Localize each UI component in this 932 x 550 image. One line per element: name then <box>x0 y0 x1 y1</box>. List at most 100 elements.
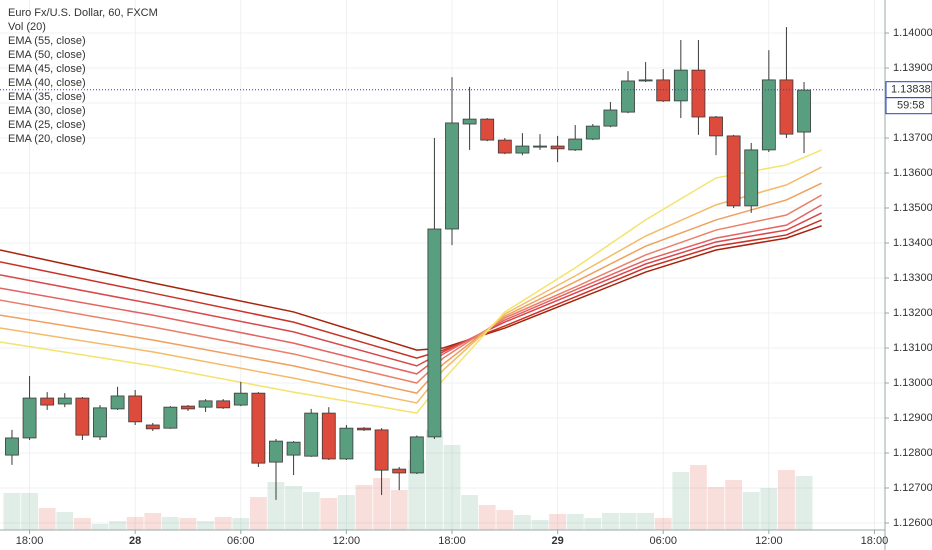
volume-bar <box>531 520 549 530</box>
y-tick-label: 1.14000 <box>893 27 932 39</box>
x-tick-label: 12:00 <box>755 535 783 547</box>
volume-bar <box>320 498 338 530</box>
legend-entry: EMA (20, close) <box>8 133 86 145</box>
candle-body <box>568 138 583 151</box>
volume-bar <box>496 510 514 530</box>
candle-body <box>357 427 371 431</box>
candle-body <box>40 397 55 406</box>
candle-body <box>621 80 635 113</box>
volume-bar <box>38 508 56 530</box>
y-tick-label: 1.13500 <box>893 202 932 214</box>
countdown-label: 59:58 <box>897 100 925 112</box>
volume-bar <box>566 514 584 530</box>
x-tick-label: 18:00 <box>861 535 889 547</box>
x-tick-label: 18:00 <box>16 535 44 547</box>
volume-bar <box>3 493 21 530</box>
x-tick-label: 18:00 <box>438 535 466 547</box>
volume-layer <box>3 430 813 530</box>
candle-body <box>585 125 600 140</box>
volume-bar <box>461 495 479 530</box>
x-tick-label: 06:00 <box>649 535 677 547</box>
volume-bar <box>126 517 144 530</box>
ema-line <box>0 194 823 384</box>
volume-bar <box>56 512 74 530</box>
candle-body <box>673 69 688 102</box>
x-tick-label: 28 <box>129 535 141 547</box>
volume-bar <box>285 486 303 530</box>
candle-body <box>709 116 723 137</box>
candle-body <box>603 109 618 127</box>
candle-body <box>638 79 653 82</box>
volume-bar <box>197 521 215 530</box>
volume-bar <box>742 492 760 530</box>
volume-bar <box>249 497 267 530</box>
y-tick-label: 1.13400 <box>893 237 932 249</box>
candle-body <box>128 395 143 423</box>
volume-bar <box>214 517 232 530</box>
candle-body <box>691 69 706 118</box>
candle-body <box>286 441 301 456</box>
candle-body <box>269 440 283 463</box>
volume-bar <box>549 514 567 530</box>
volume-bar <box>689 465 707 530</box>
legend-entry: EMA (30, close) <box>8 105 86 117</box>
candle-body <box>93 407 107 438</box>
legend-entry: EMA (55, close) <box>8 35 86 47</box>
volume-bar <box>725 480 743 530</box>
candle-body <box>57 397 72 405</box>
candle-body <box>304 412 319 457</box>
candle-body <box>744 149 759 207</box>
volume-bar <box>144 513 162 530</box>
candle-body <box>233 392 248 406</box>
volume-label: Vol (20) <box>8 21 46 33</box>
volume-bar <box>654 518 672 530</box>
candle-body <box>515 145 530 154</box>
ema-line <box>0 204 823 375</box>
candle-body <box>409 436 424 474</box>
candle-body <box>75 397 90 436</box>
volume-bar <box>302 492 320 530</box>
y-tick-label: 1.13600 <box>893 167 932 179</box>
y-tick-label: 1.12600 <box>893 517 932 529</box>
candle-layer <box>5 27 811 500</box>
candle-body <box>779 79 794 135</box>
candle-body <box>145 424 160 430</box>
volume-bar <box>619 513 637 530</box>
volume-bar <box>795 476 813 530</box>
y-tick-label: 1.12700 <box>893 482 932 494</box>
volume-bar <box>161 517 179 530</box>
y-tick-label: 1.12800 <box>893 447 932 459</box>
legend-entry: EMA (35, close) <box>8 91 86 103</box>
x-tick-label: 06:00 <box>227 535 255 547</box>
volume-bar <box>355 485 373 530</box>
volume-bar <box>443 445 461 530</box>
volume-bar <box>21 493 39 530</box>
candle-body <box>163 406 178 429</box>
candle-body <box>321 412 336 460</box>
volume-bar <box>267 482 285 530</box>
candle-body <box>797 89 811 133</box>
volume-bar <box>109 521 127 530</box>
x-tick-label: 12:00 <box>333 535 361 547</box>
candle-body <box>181 405 195 410</box>
legend: Euro Fx/U.S. Dollar, 60, FXCM Vol (20) E… <box>8 7 158 145</box>
volume-bar <box>179 518 197 530</box>
candle-body <box>339 427 354 460</box>
volume-bar <box>760 488 778 530</box>
candle-body <box>216 400 231 409</box>
candle-body <box>480 118 495 141</box>
y-tick-label: 1.13900 <box>893 62 932 74</box>
candle-body <box>5 437 19 456</box>
volume-bar <box>390 490 408 530</box>
candle-body <box>427 228 442 438</box>
volume-bar <box>707 487 725 530</box>
candle-body <box>198 400 213 408</box>
volume-bar <box>601 513 619 530</box>
candle-body <box>22 397 37 439</box>
candle-body <box>110 395 125 410</box>
volume-bar <box>777 470 795 530</box>
candle-body <box>445 122 459 230</box>
volume-bar <box>73 518 91 530</box>
